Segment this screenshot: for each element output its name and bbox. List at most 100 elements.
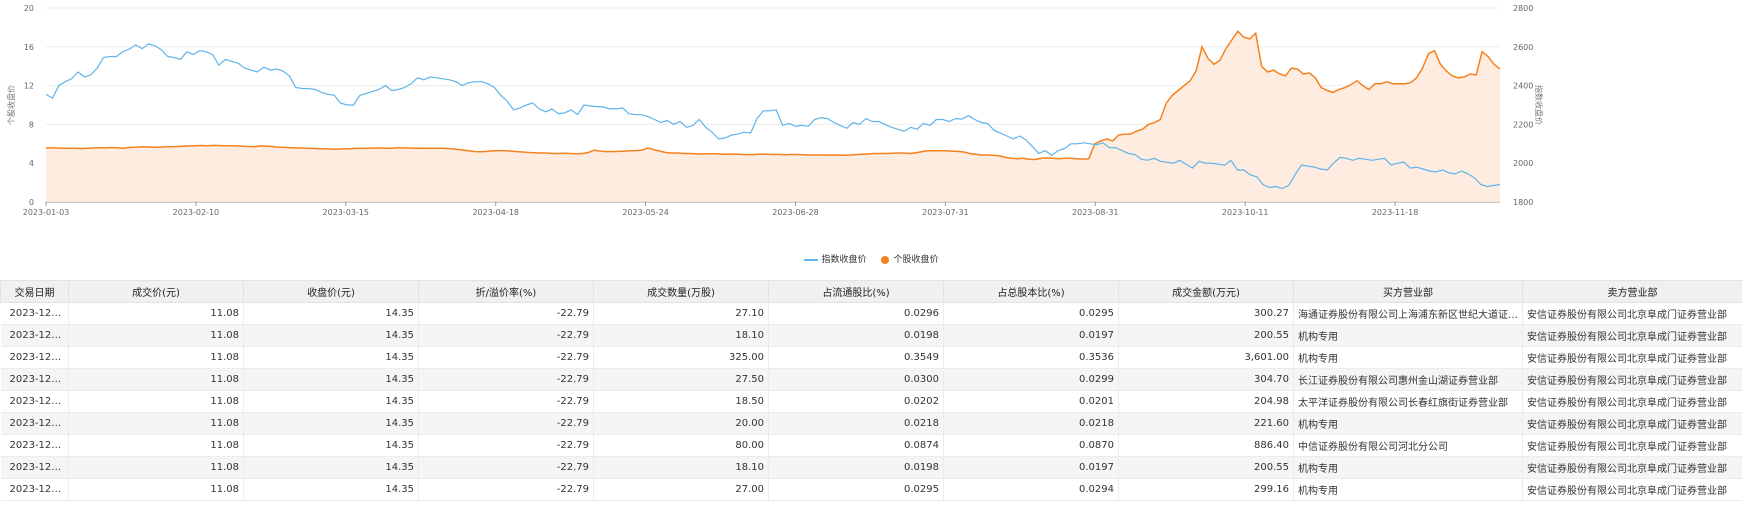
cell-buyer: 海通证券股份有限公司上海浦东新区世纪大道证… — [1293, 302, 1523, 325]
cell-amount: 200.55 — [1118, 456, 1294, 479]
cell-seller: 安信证券股份有限公司北京阜成门证券营业部 — [1522, 302, 1742, 325]
col-header-premium-rate[interactable]: 折/溢价率(%) — [418, 280, 594, 303]
col-header-close-price[interactable]: 收盘价(元) — [243, 280, 419, 303]
cell-close-price: 14.35 — [243, 346, 419, 369]
cell-premium-rate: -22.79 — [418, 434, 594, 457]
cell-float-ratio: 0.0295 — [768, 478, 944, 501]
y-right-tick-label: 2400 — [1513, 82, 1533, 91]
cell-total-ratio: 0.0201 — [943, 390, 1119, 413]
cell-float-ratio: 0.3549 — [768, 346, 944, 369]
cell-buyer: 机构专用 — [1293, 346, 1523, 369]
cell-buyer: 机构专用 — [1293, 324, 1523, 347]
cell-total-ratio: 0.0218 — [943, 412, 1119, 435]
block-trade-table: 交易日期 成交价(元) 收盘价(元) 折/溢价率(%) 成交数量(万股) 占流通… — [0, 280, 1742, 501]
table-row[interactable]: 2023-12-08 11.08 14.35 -22.79 27.10 0.0296 0.0… — [0, 302, 1742, 325]
cell-close-price: 14.35 — [243, 434, 419, 457]
cell-date: 2023-12-08 — [0, 346, 69, 369]
legend-item-index[interactable]: 指数收盘价 — [803, 252, 867, 265]
cell-amount: 204.98 — [1118, 390, 1294, 413]
cell-float-ratio: 0.0218 — [768, 412, 944, 435]
table-row[interactable]: 2023-12-08 11.08 14.35 -22.79 18.10 0.0198 0.0… — [0, 324, 1742, 347]
table-row[interactable]: 2023-12-08 11.08 14.35 -22.79 18.10 0.0198 0.0… — [0, 456, 1742, 479]
col-header-float-ratio[interactable]: 占流通股比(%) — [768, 280, 944, 303]
cell-date: 2023-12-08 — [0, 302, 69, 325]
x-tick-label: 2023-07-31 — [922, 208, 969, 217]
y-left-tick-label: 12 — [24, 82, 34, 91]
cell-close-price: 14.35 — [243, 324, 419, 347]
cell-amount: 221.60 — [1118, 412, 1294, 435]
cell-date: 2023-12-08 — [0, 434, 69, 457]
y-left-axis-title: 个股收盘价 — [6, 85, 16, 125]
cell-amount: 886.40 — [1118, 434, 1294, 457]
cell-amount: 3,601.00 — [1118, 346, 1294, 369]
cell-volume: 18.50 — [593, 390, 769, 413]
line-swatch-icon — [803, 258, 818, 261]
cell-date: 2023-12-08 — [0, 324, 69, 347]
table-row[interactable]: 2023-12-08 11.08 14.35 -22.79 80.00 0.0874 0.0… — [0, 434, 1742, 457]
cell-close-price: 14.35 — [243, 412, 419, 435]
cell-amount: 304.70 — [1118, 368, 1294, 391]
cell-total-ratio: 0.0294 — [943, 478, 1119, 501]
cell-amount: 299.16 — [1118, 478, 1294, 501]
cell-total-ratio: 0.0295 — [943, 302, 1119, 325]
cell-float-ratio: 0.0198 — [768, 324, 944, 347]
y-left-tick-label: 4 — [29, 159, 34, 168]
cell-deal-price: 11.08 — [68, 478, 244, 501]
cell-date: 2023-12-08 — [0, 390, 69, 413]
x-tick-label: 2023-10-11 — [1222, 208, 1269, 217]
table-row[interactable]: 2023-12-08 11.08 14.35 -22.79 325.00 0.3549 0.… — [0, 346, 1742, 369]
cell-close-price: 14.35 — [243, 456, 419, 479]
chart-legend[interactable]: 指数收盘价 个股收盘价 — [0, 252, 1742, 265]
legend-item-stock[interactable]: 个股收盘价 — [881, 252, 938, 265]
col-header-date[interactable]: 交易日期 — [0, 280, 69, 303]
cell-deal-price: 11.08 — [68, 346, 244, 369]
dot-swatch-icon — [881, 255, 890, 264]
cell-date: 2023-12-08 — [0, 478, 69, 501]
cell-date: 2023-12-08 — [0, 456, 69, 479]
cell-volume: 18.10 — [593, 456, 769, 479]
price-chart: 0 4 8 12 16 20 1800 2000 2200 2400 2600 2800 个股收盘价 指数… — [6, 4, 1544, 217]
col-header-amount[interactable]: 成交金额(万元) — [1118, 280, 1294, 303]
cell-total-ratio: 0.0299 — [943, 368, 1119, 391]
table-row[interactable]: 2023-12-08 11.08 14.35 -22.79 27.50 0.0300 0.0… — [0, 368, 1742, 391]
x-tick-label: 2023-06-28 — [772, 208, 819, 217]
col-header-deal-price[interactable]: 成交价(元) — [68, 280, 244, 303]
cell-float-ratio: 0.0202 — [768, 390, 944, 413]
cell-buyer: 长江证券股份有限公司惠州金山湖证券营业部 — [1293, 368, 1523, 391]
cell-buyer: 太平洋证券股份有限公司长春红旗街证券营业部 — [1293, 390, 1523, 413]
cell-date: 2023-12-08 — [0, 368, 69, 391]
legend-label-index: 指数收盘价 — [821, 255, 867, 265]
cell-premium-rate: -22.79 — [418, 368, 594, 391]
index-close-line — [45, 43, 1501, 190]
table-row[interactable]: 2023-12-08 11.08 14.35 -22.79 20.00 0.0218 0.0… — [0, 412, 1742, 435]
x-tick-label: 2023-04-18 — [472, 208, 519, 217]
stock-area-fill — [46, 31, 1500, 202]
x-tick-label: 2023-11-18 — [1372, 208, 1419, 217]
y-right-tick-label: 2200 — [1513, 120, 1533, 129]
y-right-tick-label: 2600 — [1513, 43, 1533, 52]
cell-amount: 200.55 — [1118, 324, 1294, 347]
cell-volume: 18.10 — [593, 324, 769, 347]
cell-premium-rate: -22.79 — [418, 346, 594, 369]
cell-deal-price: 11.08 — [68, 324, 244, 347]
col-header-buyer[interactable]: 买方营业部 — [1293, 280, 1523, 303]
y-right-tick-label: 1800 — [1513, 198, 1533, 207]
cell-seller: 安信证券股份有限公司北京阜成门证券营业部 — [1522, 368, 1742, 391]
cell-buyer: 机构专用 — [1293, 456, 1523, 479]
table-row[interactable]: 2023-12-08 11.08 14.35 -22.79 18.50 0.0202 0.0… — [0, 390, 1742, 413]
cell-buyer: 中信证券股份有限公司河北分公司 — [1293, 434, 1523, 457]
cell-deal-price: 11.08 — [68, 368, 244, 391]
col-header-total-ratio[interactable]: 占总股本比(%) — [943, 280, 1119, 303]
col-header-seller[interactable]: 卖方营业部 — [1522, 280, 1742, 303]
table-row[interactable]: 2023-12-08 11.08 14.35 -22.79 27.00 0.0295 0.0… — [0, 478, 1742, 501]
cell-close-price: 14.35 — [243, 302, 419, 325]
cell-close-price: 14.35 — [243, 478, 419, 501]
col-header-volume[interactable]: 成交数量(万股) — [593, 280, 769, 303]
cell-seller: 安信证券股份有限公司北京阜成门证券营业部 — [1522, 434, 1742, 457]
cell-volume: 80.00 — [593, 434, 769, 457]
y-right-tick-label: 2800 — [1513, 4, 1533, 13]
cell-deal-price: 11.08 — [68, 390, 244, 413]
cell-seller: 安信证券股份有限公司北京阜成门证券营业部 — [1522, 324, 1742, 347]
y-left-tick-label: 8 — [29, 120, 34, 129]
cell-float-ratio: 0.0874 — [768, 434, 944, 457]
